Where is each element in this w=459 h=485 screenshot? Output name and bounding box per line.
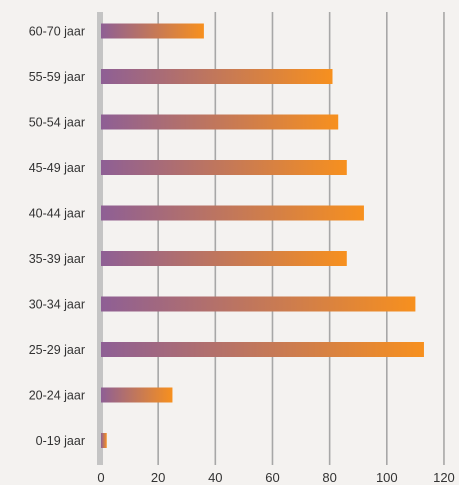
x-tick-label-80: 80 (322, 470, 336, 485)
category-label-55-59-jaar: 55-59 jaar (29, 70, 85, 84)
category-label-0-19-jaar: 0-19 jaar (36, 434, 85, 448)
x-tick-label-60: 60 (265, 470, 279, 485)
bar-20-24-jaar (101, 387, 173, 403)
bar-50-54-jaar (101, 114, 339, 130)
category-label-60-70-jaar: 60-70 jaar (29, 25, 85, 39)
category-label-25-29-jaar: 25-29 jaar (29, 343, 85, 357)
x-tick-label-100: 100 (376, 470, 398, 485)
bar-35-39-jaar (101, 251, 347, 266)
category-label-40-44-jaar: 40-44 jaar (29, 207, 85, 221)
bar-60-70-jaar (101, 23, 204, 39)
bar-0-19-jaar (101, 433, 107, 448)
x-tick-label-0: 0 (97, 470, 104, 485)
bar-45-49-jaar (101, 160, 347, 175)
category-label-50-54-jaar: 50-54 jaar (29, 116, 85, 130)
x-tick-label-20: 20 (151, 470, 165, 485)
x-tick-labels: 0 20 40 60 80 100 120 (97, 470, 454, 485)
x-tick-label-40: 40 (208, 470, 222, 485)
category-label-30-34-jaar: 30-34 jaar (29, 298, 85, 312)
bars-group (101, 23, 424, 448)
category-label-35-39-jaar: 35-39 jaar (29, 252, 85, 266)
category-label-20-24-jaar: 20-24 jaar (29, 389, 85, 403)
x-tick-label-120: 120 (433, 470, 455, 485)
category-labels: 60-70 jaar 55-59 jaar 50-54 jaar 45-49 jaar… (29, 25, 85, 449)
bar-25-29-jaar (101, 342, 424, 357)
bar-40-44-jaar (101, 205, 364, 221)
category-label-45-49-jaar: 45-49 jaar (29, 161, 85, 175)
y-axis-line (97, 12, 103, 465)
bar-55-59-jaar (101, 69, 333, 84)
bar-30-34-jaar (101, 296, 416, 312)
